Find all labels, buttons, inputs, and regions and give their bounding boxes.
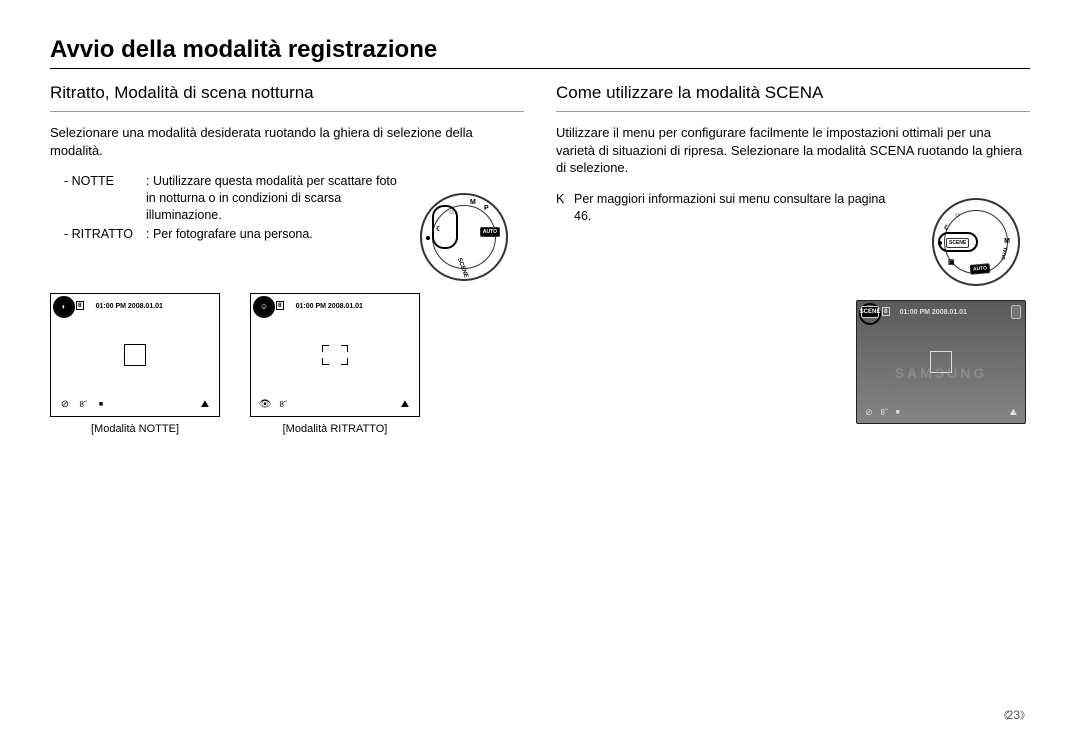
def-term: - NOTTE: [64, 173, 146, 224]
dial-dual-label: DUAL: [1001, 246, 1009, 261]
dial-auto-label: AUTO: [480, 227, 500, 237]
flash-off-icon: ⊘: [59, 399, 71, 411]
dial-highlight: [432, 205, 458, 249]
preview-topbar: ◐ 8 01:00 PM 2008.01.01: [55, 298, 215, 316]
timestamp: 01:00 PM 2008.01.01: [900, 309, 967, 316]
landscape-icon: ⛰: [199, 399, 211, 411]
flash-off-icon: ⊘: [865, 407, 873, 418]
def-ritratto: - RITRATTO : Per fotografare una persona…: [64, 226, 404, 243]
shutter-value: 8˝: [881, 408, 888, 417]
mode-dial-figure: M P ☺ ☾ AUTO SCENE: [420, 193, 508, 281]
timestamp: 01:00 PM 2008.01.01: [296, 303, 363, 310]
divider: [556, 111, 1030, 112]
preview-caption: [Modalità NOTTE]: [50, 423, 220, 435]
preview-bottom: ⊘ 8˝ ■ ⛰: [865, 407, 1017, 418]
device-brand: SAMSUNG: [895, 365, 988, 381]
preview-topbar: ☺ 8 01:00 PM 2008.01.01: [255, 298, 415, 316]
page-title: Avvio della modalità registrazione: [50, 36, 1030, 69]
preview-topbar: SCENE 8 01:00 PM 2008.01.01: [861, 305, 1021, 319]
def-notte: - NOTTE : Uutilizzare questa modalità pe…: [64, 173, 404, 224]
preview-ritratto: ☺ 8 01:00 PM 2008.01.01 👁 8˝ ⛰: [250, 293, 420, 435]
preview-row: ◐ 8 01:00 PM 2008.01.01 ⊘ 8˝ ■: [50, 293, 524, 435]
dial-m-label: M: [1004, 238, 1010, 245]
left-intro: Selezionare una modalità desiderata ruot…: [50, 124, 524, 159]
scene-mode-preview: SCENE 8 01:00 PM 2008.01.01 SAMSUNG ⊘: [856, 300, 1026, 424]
resolution: 8: [276, 303, 284, 310]
shutter-value: 8˝: [277, 399, 289, 411]
divider: [50, 111, 524, 112]
def-desc: : Per fotografare una persona.: [146, 226, 404, 243]
dial-highlight: [938, 232, 978, 252]
mode-icon-scene: SCENE: [861, 306, 879, 318]
mode-dial-scene-figure: ☺ ☾ SCENE M DUAL AUTO ▣: [932, 198, 1020, 286]
preview-caption: [Modalità RITRATTO]: [250, 423, 420, 435]
mode-definitions: - NOTTE : Uutilizzare questa modalità pe…: [64, 173, 404, 243]
page-number: 23: [999, 707, 1028, 722]
focus-frame-square: [124, 344, 146, 366]
metering-icon: ■: [95, 399, 107, 411]
def-term: - RITRATTO: [64, 226, 146, 243]
focus-frame-corners: [322, 345, 348, 365]
note-prefix: K: [556, 191, 574, 225]
left-column: Ritratto, Modalità di scena notturna Sel…: [50, 83, 524, 534]
mode-icon-portrait: ☺: [255, 298, 273, 316]
resolution: 8: [76, 303, 84, 310]
shutter-value: 8˝: [77, 399, 89, 411]
timestamp: 01:00 PM 2008.01.01: [96, 303, 163, 310]
resolution: 8: [882, 309, 890, 316]
lcd-photo-area: SAMSUNG: [867, 325, 1015, 399]
right-intro: Utilizzare il menu per configurare facil…: [556, 124, 1030, 177]
preview-bottom: 👁 8˝ ⛰: [259, 399, 411, 411]
metering-icon: ■: [896, 409, 900, 416]
right-figures: ☺ ☾ SCENE M DUAL AUTO ▣ SCENE 8: [556, 234, 1030, 534]
preview-bottom: ⊘ 8˝ ■ ⛰: [59, 399, 211, 411]
preview-notte: ◐ 8 01:00 PM 2008.01.01 ⊘ 8˝ ■: [50, 293, 220, 435]
left-section-title: Ritratto, Modalità di scena notturna: [50, 83, 524, 103]
mode-icon-night: ◐: [55, 298, 73, 316]
redeye-icon: 👁: [259, 399, 271, 411]
battery-icon: [1011, 305, 1021, 319]
dial-auto-label: AUTO: [970, 264, 991, 276]
landscape-icon: ⛰: [1009, 407, 1017, 418]
content-columns: Ritratto, Modalità di scena notturna Sel…: [50, 83, 1030, 534]
dial-label-p: P: [484, 205, 489, 212]
right-section-title: Come utilizzare la modalità SCENA: [556, 83, 1030, 103]
def-desc: : Uutilizzare questa modalità per scatta…: [146, 173, 404, 224]
right-column: Come utilizzare la modalità SCENA Utiliz…: [556, 83, 1030, 534]
landscape-icon: ⛰: [399, 399, 411, 411]
dial-label-m: M: [470, 199, 476, 206]
